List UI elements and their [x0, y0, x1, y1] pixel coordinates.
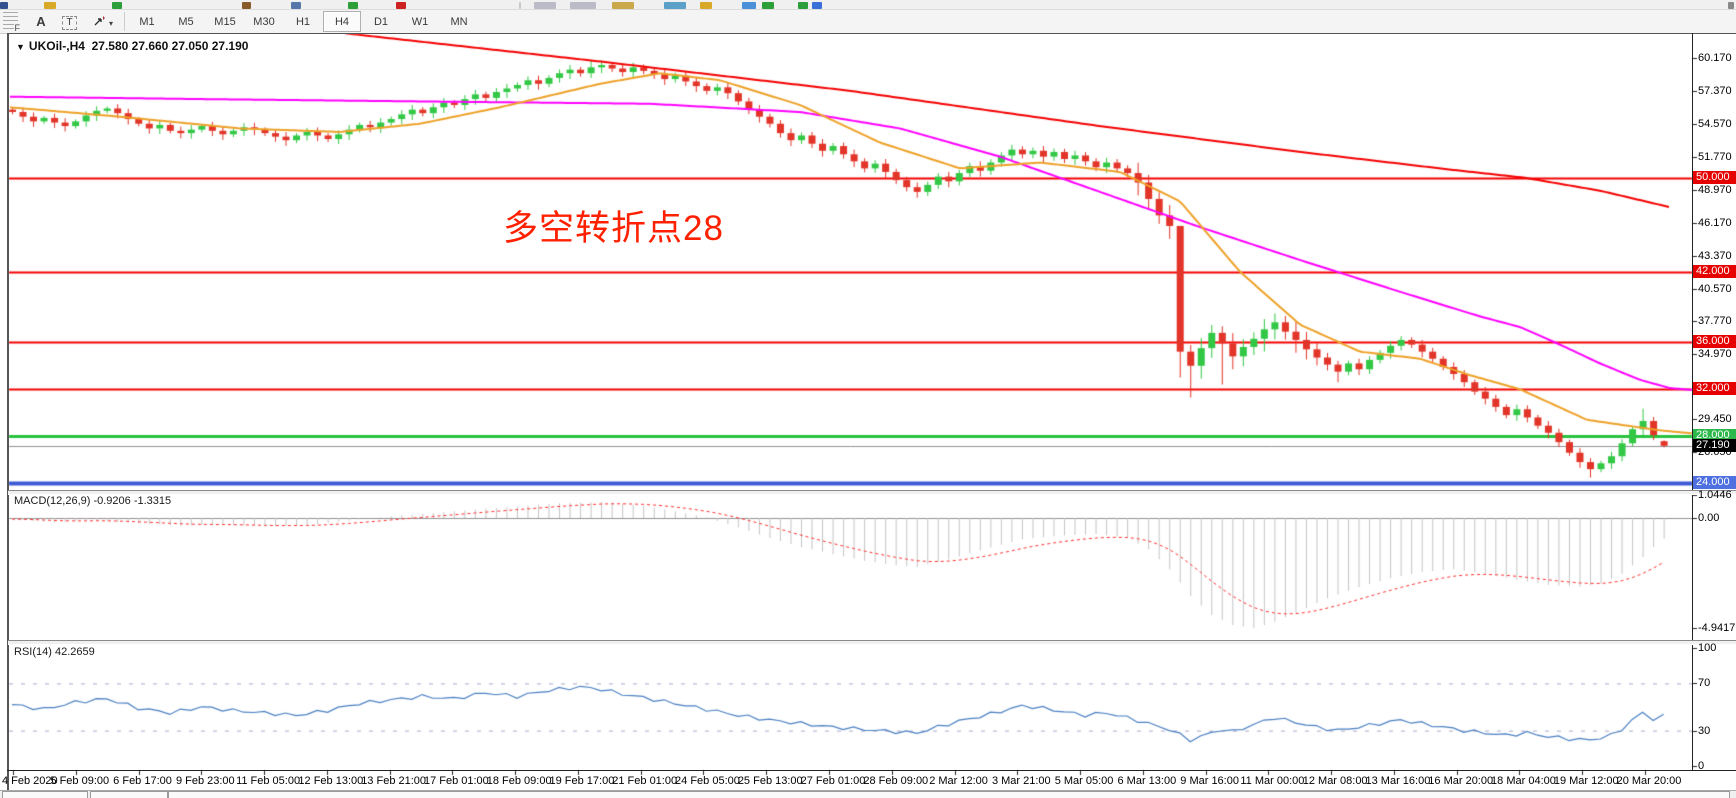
time-label: 11 Mar 00:00 [1240, 775, 1305, 787]
macd-label: MACD(12,26,9) -0.9206 -1.3315 [14, 495, 172, 507]
bottom-border [0, 790, 1736, 791]
time-label: 19 Mar 12:00 [1553, 775, 1619, 787]
time-label: 21 Feb 01:00 [612, 775, 678, 787]
price-tick-43.370: 43.370 [1698, 249, 1732, 262]
time-label: 18 Feb 09:00 [486, 775, 552, 787]
time-label: 11 Feb 05:00 [236, 775, 301, 787]
price-tick-34.970: 34.970 [1698, 348, 1732, 361]
macd-tick-1.0446: 1.0446 [1698, 488, 1732, 501]
price-badge-32.000: 32.000 [1693, 382, 1736, 396]
time-label: 16 Mar 20:00 [1428, 775, 1494, 787]
panel-separator-rsi[interactable] [8, 640, 1736, 645]
macd-tick--4.9417: -4.9417 [1698, 622, 1736, 635]
ohlc-readout: 27.580 27.660 27.050 27.190 [91, 39, 249, 53]
price-tick-37.770: 37.770 [1698, 315, 1732, 328]
chart-border-top [7, 33, 1736, 34]
rsi-tick-100: 100 [1698, 642, 1717, 654]
time-label: 6 Feb 17:00 [113, 775, 172, 787]
price-tick-57.370: 57.370 [1698, 85, 1732, 98]
chart-border-left [7, 33, 9, 790]
macd-tick-0.00: 0.00 [1698, 512, 1720, 524]
rsi-tick-0: 0 [1698, 760, 1705, 772]
time-label: 5 Feb 09:00 [50, 775, 110, 787]
time-label: 25 Feb 13:00 [737, 775, 803, 787]
time-label: 6 Mar 13:00 [1117, 775, 1177, 787]
price-tick-46.170: 46.170 [1698, 216, 1732, 229]
price-badge-50.000: 50.000 [1693, 170, 1736, 184]
panel-separator-macd[interactable] [8, 490, 1736, 495]
chart-tab[interactable] [2, 791, 88, 798]
symbol-period: UKOil-,H4 [28, 39, 85, 53]
time-label: 24 Feb 05:00 [675, 775, 740, 787]
price-tick-60.170: 60.170 [1698, 52, 1732, 65]
time-label: 27 Feb 01:00 [800, 775, 866, 787]
time-label: 2 Mar 12:00 [929, 775, 988, 787]
time-label: 3 Mar 21:00 [991, 775, 1051, 787]
chart-border-right [1692, 33, 1693, 771]
chart-tab[interactable] [90, 791, 168, 798]
time-label: 13 Mar 16:00 [1365, 775, 1431, 787]
chart-tabs-strip [0, 791, 1736, 798]
time-label: 5 Mar 05:00 [1054, 775, 1114, 787]
price-badge-24.000: 24.000 [1693, 476, 1736, 490]
rsi-label: RSI(14) 42.2659 [14, 646, 95, 658]
time-label: 17 Feb 01:00 [423, 775, 489, 787]
time-label: 20 Mar 20:00 [1616, 775, 1682, 787]
price-tick-40.570: 40.570 [1698, 282, 1732, 295]
time-label: 12 Mar 08:00 [1302, 775, 1368, 787]
price-tick-29.450: 29.450 [1698, 413, 1732, 426]
time-axis-border [7, 770, 1736, 771]
price-tick-51.770: 51.770 [1698, 150, 1732, 163]
time-label: 12 Feb 13:00 [298, 775, 364, 787]
annotation-text: 多空转折点28 [503, 209, 724, 248]
rsi-tick-30: 30 [1698, 724, 1711, 737]
rsi-tick-70: 70 [1698, 677, 1711, 690]
time-label: 13 Feb 21:00 [361, 775, 427, 787]
chart-title: ▼ UKOil-,H4 27.580 27.660 27.050 27.190 [16, 39, 248, 53]
price-tick-54.570: 54.570 [1698, 118, 1732, 131]
symbol-dropdown-icon[interactable]: ▼ [16, 42, 25, 52]
time-label: 9 Mar 16:00 [1180, 775, 1239, 787]
time-label: 4 Feb 2020 [2, 775, 58, 787]
price-badge-42.000: 42.000 [1693, 264, 1736, 278]
time-label: 18 Mar 04:00 [1491, 775, 1556, 787]
price-badge-36.000: 36.000 [1693, 335, 1736, 349]
price-badge-27.190: 27.190 [1693, 438, 1736, 452]
time-label: 9 Feb 23:00 [175, 775, 235, 787]
time-label: 28 Feb 09:00 [863, 775, 929, 787]
time-label: 19 Feb 17:00 [549, 775, 615, 787]
price-tick-48.970: 48.970 [1698, 183, 1732, 196]
chart-tab[interactable] [168, 791, 1730, 798]
